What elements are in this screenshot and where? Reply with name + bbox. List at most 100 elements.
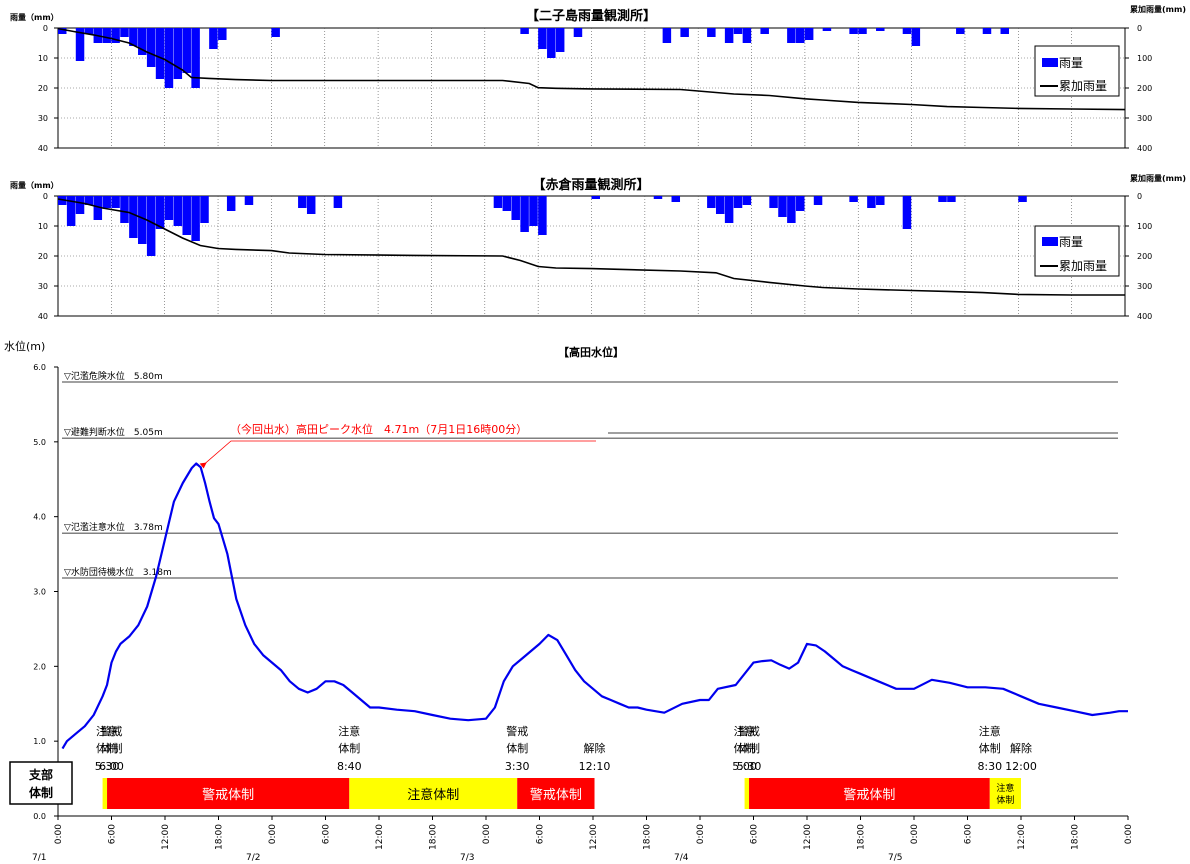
rain-bar — [120, 28, 129, 37]
chart-title: 【赤倉雨量観測所】 — [532, 177, 649, 193]
rain-bar — [333, 196, 343, 208]
gridlines — [58, 28, 1125, 148]
rain-bar — [662, 28, 672, 43]
y-ticks-left: 0 10 20 30 40 — [38, 24, 58, 153]
alert-phase-block — [102, 778, 108, 809]
legend-box — [1034, 225, 1120, 277]
y-tick-label-right: 300 — [1137, 114, 1152, 123]
rain-bar — [822, 28, 832, 31]
rain-bar — [191, 28, 200, 88]
rain-bar — [982, 28, 992, 34]
cumulative-line — [57, 27, 1126, 111]
alert-event-time: 3:30 — [505, 760, 530, 773]
rain-bar — [787, 196, 796, 223]
rain-bar — [902, 196, 912, 229]
y-axis-title-right: 累加雨量(mm) — [1130, 4, 1186, 14]
cumulative-rainfall-line — [57, 27, 1126, 111]
date-labels: 7/1 7/2 7/3 7/4 7/5 — [32, 853, 902, 863]
rain-bars — [58, 196, 1027, 256]
chart-title: 【二子島雨量観測所】 — [526, 8, 656, 24]
rain-bars — [58, 28, 1010, 88]
x-tick-label: 12:00 — [161, 824, 171, 850]
alert-event-label: 体制 — [979, 741, 1001, 755]
rain-bar — [182, 28, 191, 73]
rain-bar — [796, 196, 805, 211]
rain-bar — [707, 28, 716, 37]
rain-bar — [724, 196, 734, 223]
x-tick-label: 0:00 — [268, 824, 278, 844]
rain-bar — [66, 196, 76, 226]
y-tick-label: 0.0 — [33, 812, 46, 821]
rain-bar — [911, 28, 921, 46]
side-label-top: 支部 — [28, 767, 53, 782]
alert-event-label: 体制 — [738, 741, 760, 755]
y-tick-label-right: 200 — [1137, 84, 1152, 93]
y-axis-title: 水位(m) — [4, 339, 45, 353]
rain-bar — [733, 196, 743, 208]
alert-phase-block — [744, 778, 750, 809]
alert-phase-block — [349, 778, 518, 809]
rain-bar — [760, 28, 769, 34]
y-tick-label-right: 400 — [1137, 312, 1152, 321]
alert-event-label: 解除 — [584, 741, 606, 755]
rain-bar — [849, 196, 858, 202]
legend: 雨量 累加雨量 — [1034, 225, 1120, 277]
legend-label-rain: 雨量 — [1059, 56, 1083, 70]
side-label-box — [9, 761, 73, 805]
rain-bar — [769, 196, 778, 208]
x-tick-label: 18:00 — [1071, 824, 1081, 850]
y-ticks: 0.0 1.0 2.0 3.0 4.0 5.0 6.0 — [33, 363, 58, 821]
date-label: 7/1 — [32, 853, 46, 863]
x-tick-label: 0:00 — [54, 824, 64, 844]
rain-bar — [102, 28, 111, 43]
rain-bar — [182, 196, 191, 235]
rain-bar — [146, 196, 156, 256]
rain-bar — [520, 28, 529, 34]
rain-bar — [742, 28, 752, 43]
rain-bar — [796, 28, 805, 43]
alert-event-label: 解除 — [1010, 741, 1032, 755]
y-tick-label: 6.0 — [33, 363, 46, 372]
x-tick-label: 12:00 — [589, 824, 599, 850]
peak-annotation: （今回出水）高田ピーク水位 4.71m（7月1日16時00分） — [199, 422, 1118, 469]
y-axis-title-right: 累加雨量(mm) — [1130, 173, 1186, 183]
reference-level-label: ▽氾濫危険水位 5.80m — [64, 370, 163, 382]
water-level-series — [61, 462, 1128, 750]
rain-bar — [680, 28, 689, 37]
rain-bar — [306, 196, 316, 214]
alert-phase-block — [989, 778, 1021, 809]
x-tick-label: 6:00 — [108, 824, 118, 844]
y-tick-label-right: 100 — [1137, 54, 1152, 63]
rain-bar — [164, 196, 174, 220]
peak-arrow-head — [199, 462, 207, 469]
rain-bar — [102, 196, 111, 208]
alert-event-time: 5:00 — [732, 760, 757, 773]
x-tick-label: 0:00 — [696, 824, 706, 844]
alert-event-time: 8:40 — [337, 760, 362, 773]
rain-bar — [164, 28, 174, 88]
rain-bar — [733, 28, 743, 34]
y-tick-label: 30 — [38, 114, 48, 123]
y-tick-label-right: 0 — [1137, 192, 1142, 201]
y-tick-label: 10 — [38, 222, 48, 231]
rain-bar — [591, 196, 600, 199]
side-label: 支部 体制 — [9, 761, 73, 805]
rain-bar — [724, 28, 734, 43]
rain-bar — [502, 196, 512, 211]
legend-label-cumulative: 累加雨量 — [1059, 259, 1107, 273]
side-label-bottom: 体制 — [29, 785, 53, 800]
date-label: 7/4 — [674, 853, 689, 863]
x-tick-label: 12:00 — [1017, 824, 1027, 850]
rain-bar — [209, 28, 218, 49]
rain-bar — [849, 28, 858, 34]
rain-chart-akakura: 【赤倉雨量観測所】 雨量（mm） 累加雨量(mm) 0 10 20 30 40 0 100… — [10, 173, 1186, 321]
rain-bar — [84, 28, 94, 34]
y-tick-label: 3.0 — [33, 588, 46, 597]
rain-bar — [129, 28, 138, 46]
rain-bar — [191, 196, 200, 241]
alert-phase-block — [749, 778, 990, 809]
alert-phase-label: 警戒体制 — [843, 787, 895, 803]
x-tick-label: 6:00 — [750, 824, 760, 844]
rain-bar — [58, 28, 67, 34]
rain-bar — [173, 28, 183, 79]
